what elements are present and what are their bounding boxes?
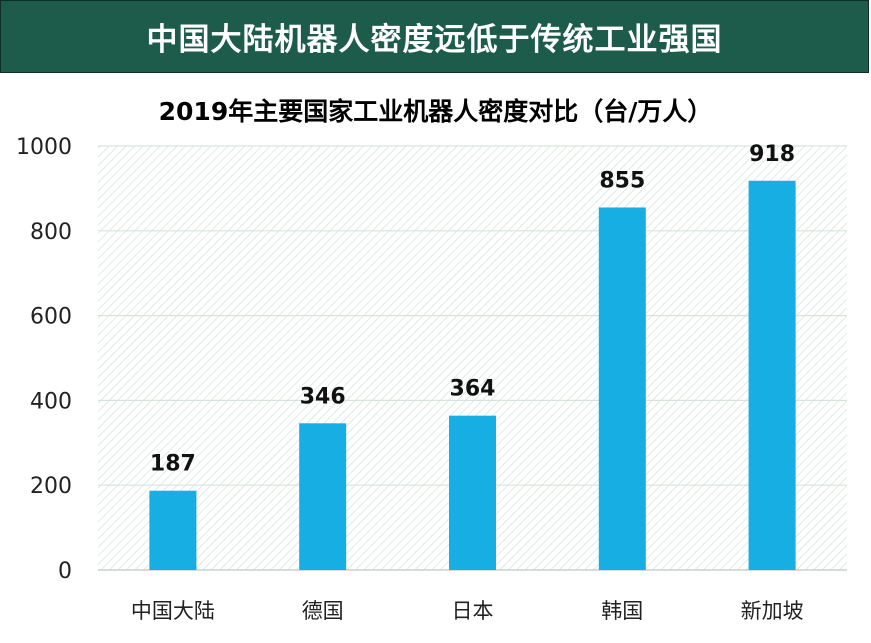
x-tick-label: 中国大陆: [131, 599, 215, 623]
y-tick-label: 200: [30, 474, 72, 499]
x-tick-label: 新加坡: [741, 599, 804, 623]
bar-3: [598, 207, 646, 571]
bar-0: [149, 490, 197, 570]
y-tick-label: 1000: [16, 135, 72, 160]
data-label: 346: [300, 384, 346, 409]
bars: [149, 180, 796, 571]
data-label: 187: [150, 452, 196, 477]
y-axis-ticks: 0 200 400 600 800 1000: [16, 135, 72, 584]
x-axis-ticks: 中国大陆 德国 日本 韩国 新加坡: [131, 599, 804, 623]
x-tick-label: 韩国: [601, 599, 643, 623]
data-label: 855: [599, 168, 645, 193]
banner: 中国大陆机器人密度远低于传统工业强国: [0, 0, 869, 73]
x-tick-label: 日本: [452, 599, 494, 623]
y-tick-label: 400: [30, 389, 72, 414]
data-labels: 187 346 364 855 918: [150, 142, 795, 477]
bar-2: [449, 415, 496, 570]
bar-1: [299, 423, 347, 570]
data-label: 364: [450, 377, 496, 402]
y-tick-label: 800: [30, 220, 72, 245]
data-label: 918: [749, 142, 795, 167]
banner-title: 中国大陆机器人密度远低于传统工业强国: [146, 22, 723, 58]
chart-title: 2019年主要国家工业机器人密度对比（台/万人）: [158, 97, 713, 126]
bar-4: [748, 180, 796, 570]
x-tick-label: 德国: [302, 599, 344, 623]
y-tick-label: 0: [58, 559, 72, 584]
y-tick-label: 600: [30, 305, 72, 330]
